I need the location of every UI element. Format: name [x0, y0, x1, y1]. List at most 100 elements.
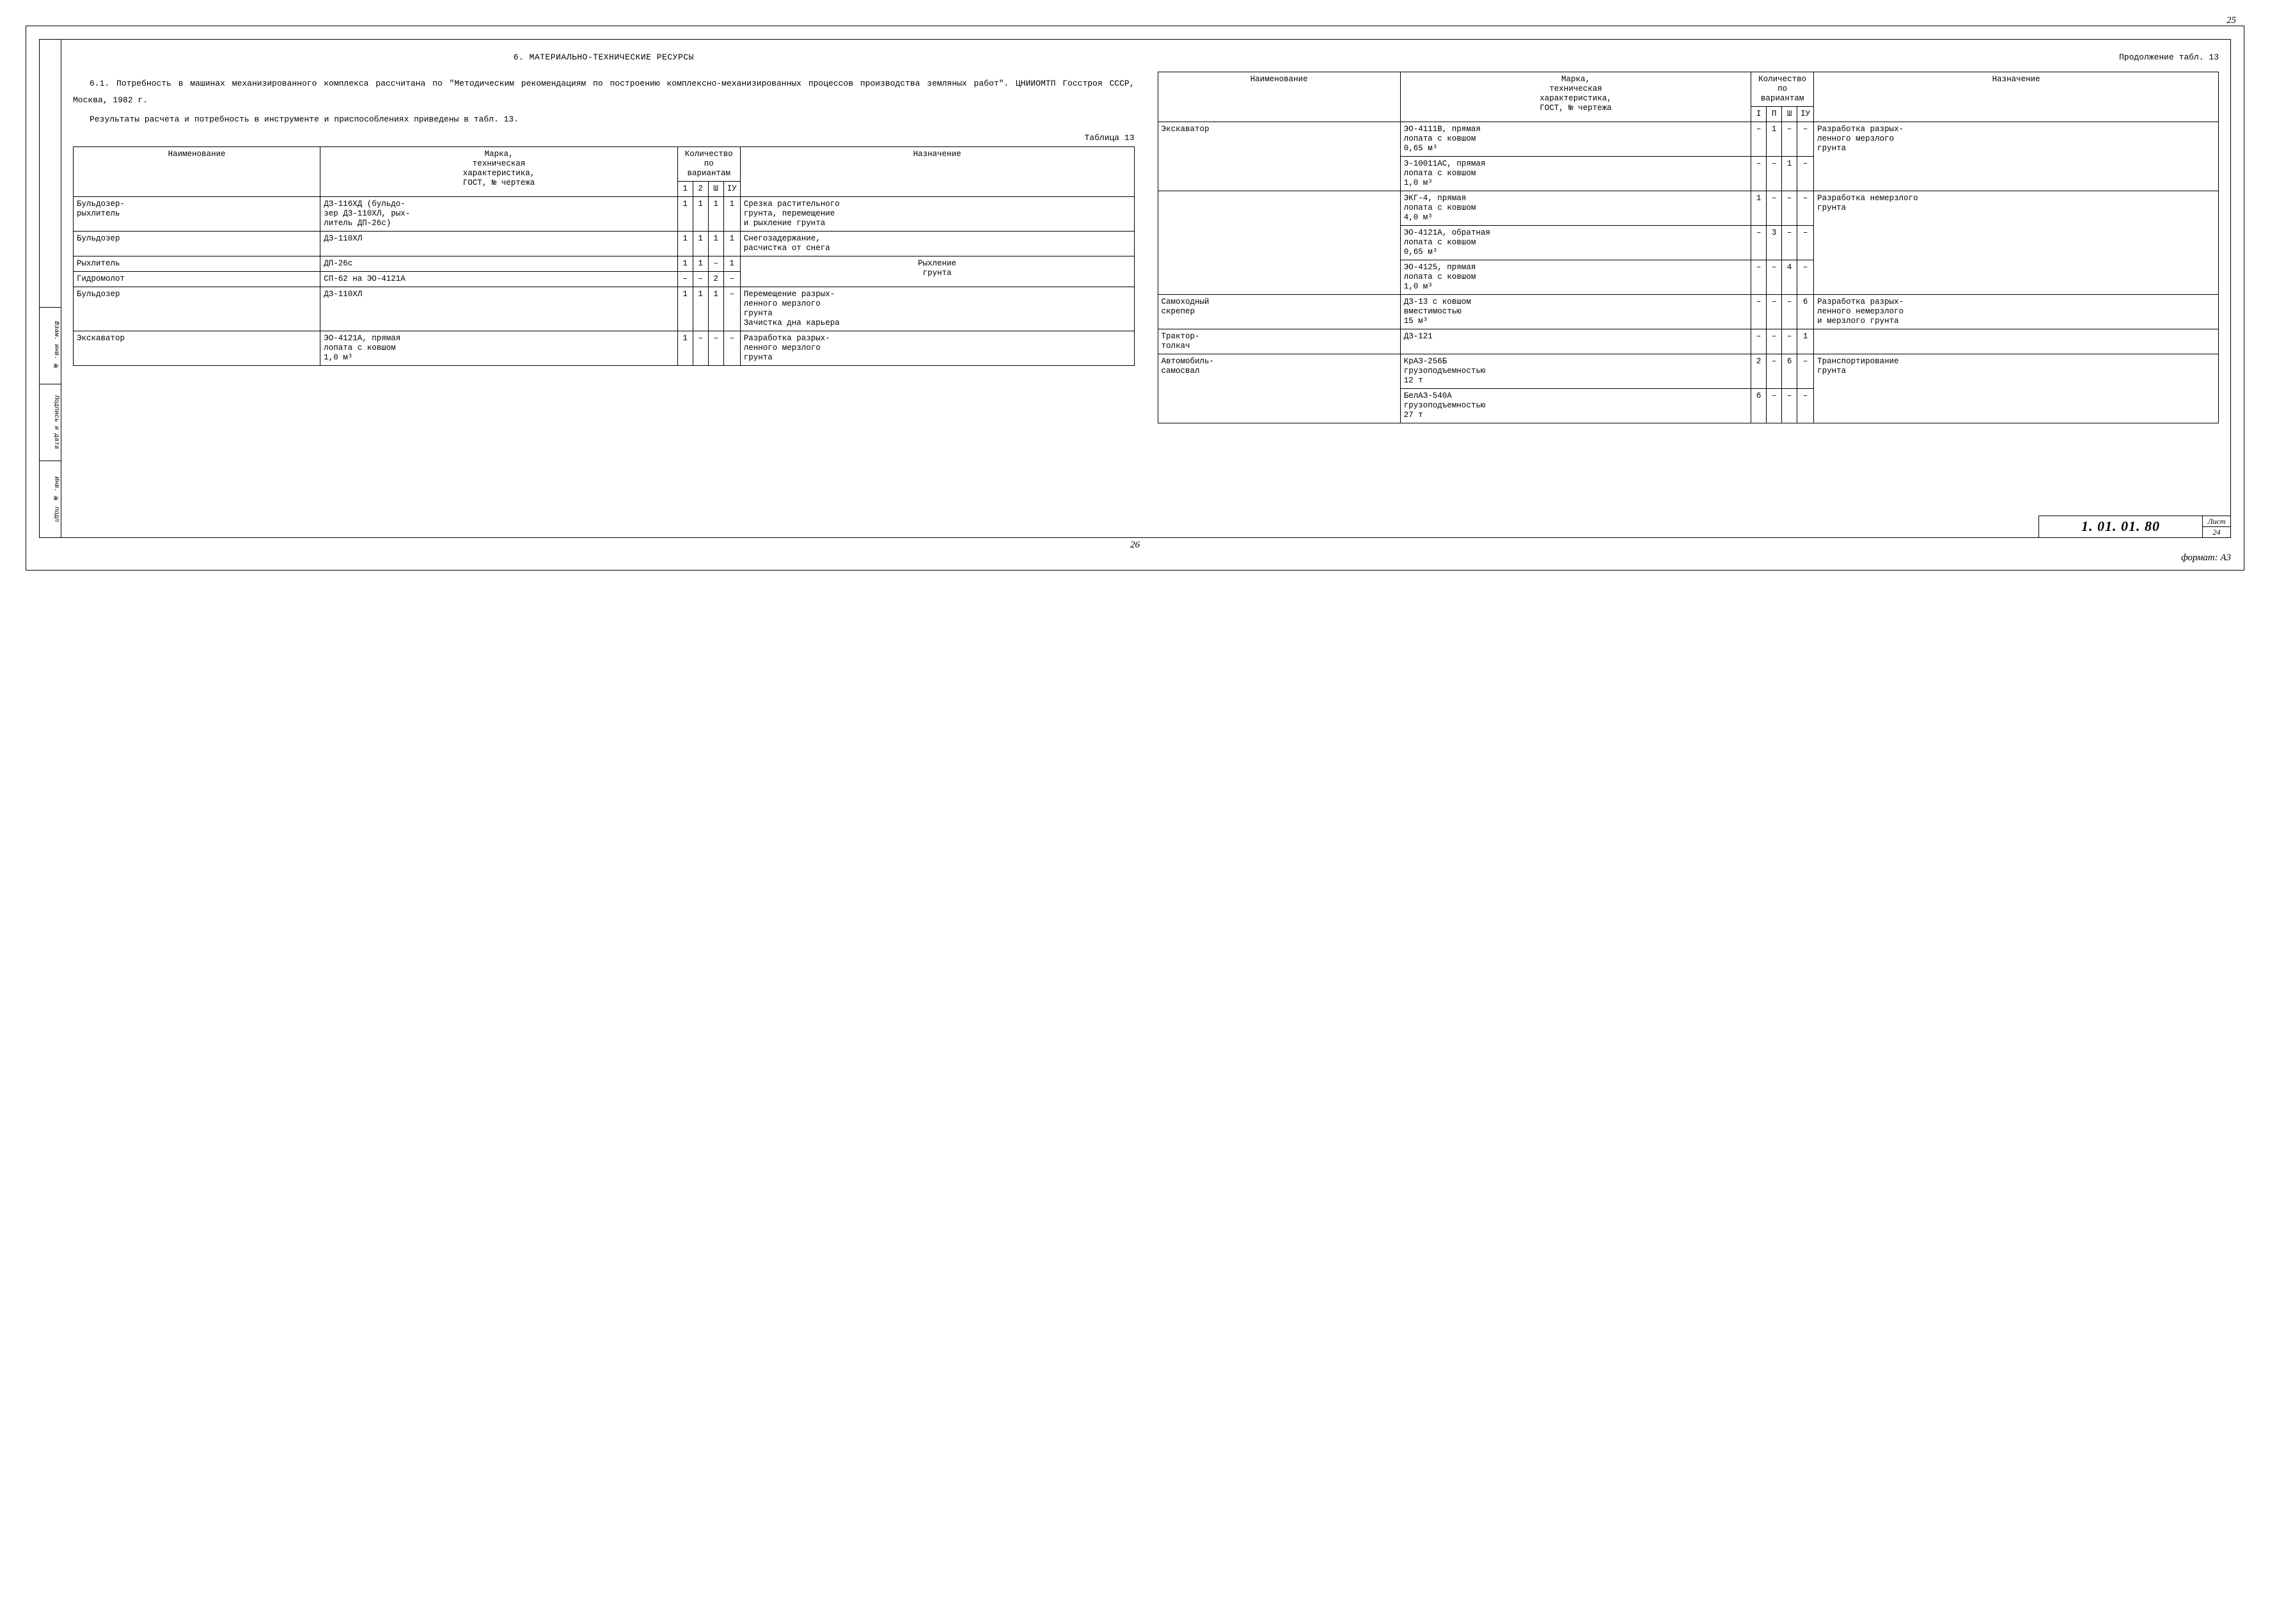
cell-qty: – — [1767, 354, 1782, 388]
cell-qty: 2 — [708, 272, 723, 287]
table-13-left: Наименование Марка, техническая характер… — [73, 146, 1135, 366]
col-name: Наименование — [74, 147, 320, 197]
cell-qty: – — [1767, 156, 1782, 191]
cell-name: Бульдозер — [74, 232, 320, 256]
table-head: Наименование Марка, техническая характер… — [74, 147, 1135, 197]
cell-qty: 1 — [693, 256, 708, 272]
cell-name: Экскаватор — [74, 331, 320, 366]
table-body: ЭкскаваторЭО-4111В, прямая лопата с ковш… — [1158, 122, 2219, 423]
table-head: Наименование Марка, техническая характер… — [1158, 72, 2219, 122]
cell-qty: – — [1782, 294, 1797, 329]
cell-qty: 1 — [708, 287, 723, 331]
cell-spec: КрАЗ-256Б грузоподъемностью 12 т — [1400, 354, 1751, 388]
cell-qty: 1 — [677, 331, 693, 366]
cell-qty: 1 — [677, 232, 693, 256]
sheet-label: Лист — [2203, 516, 2230, 527]
cell-qty: – — [1751, 122, 1767, 156]
cell-qty: 1 — [723, 232, 740, 256]
cell-qty: – — [1782, 225, 1797, 260]
cell-purpose: Разработка разрых- ленного немерзлого и … — [1814, 294, 2219, 329]
cell-qty: 1 — [693, 232, 708, 256]
table-row: Автомобиль- самосвалКрАЗ-256Б грузоподъе… — [1158, 354, 2219, 388]
cell-name: Гидромолот — [74, 272, 320, 287]
cell-qty: 1 — [677, 287, 693, 331]
cell-qty: – — [1782, 329, 1797, 354]
cell-spec: Э-10011АС, прямая лопата с ковшом 1,0 м³ — [1400, 156, 1751, 191]
sheet-box: Лист 24 — [2202, 516, 2230, 537]
col-v2: 2 — [693, 182, 708, 197]
format-label: формат: А3 — [39, 552, 2231, 564]
cell-qty: – — [1751, 329, 1767, 354]
cell-qty: – — [723, 331, 740, 366]
cell-qty: – — [677, 272, 693, 287]
stub-cell: Взам. инв. № — [40, 307, 61, 384]
cell-name: Автомобиль- самосвал — [1158, 354, 1400, 423]
document-code: 1. 01. 01. 80 — [2039, 516, 2202, 537]
cell-qty: – — [723, 272, 740, 287]
paragraph-1: 6.1. Потребность в машинах механизирован… — [73, 75, 1135, 109]
cell-spec: ЭО-4111В, прямая лопата с ковшом 0,65 м³ — [1400, 122, 1751, 156]
cell-qty: – — [1751, 225, 1767, 260]
sheet-number: 24 — [2203, 527, 2230, 537]
table-body: Бульдозер- рыхлительДЗ-116ХД (бульдо- зе… — [74, 197, 1135, 366]
cell-qty: – — [1797, 260, 1814, 294]
cell-name: Самоходный скрепер — [1158, 294, 1400, 329]
page-number-top: 25 — [2227, 15, 2236, 26]
section-title: 6. МАТЕРИАЛЬНО-ТЕХНИЧЕСКИЕ РЕСУРСЫ — [73, 52, 1135, 63]
cell-purpose: Разработка разрых- ленного мерзлого грун… — [1814, 122, 2219, 191]
cell-spec: ЭКГ-4, прямая лопата с ковшом 4,0 м³ — [1400, 191, 1751, 225]
cell-purpose: Разработка разрых- ленного мерзлого грун… — [740, 331, 1134, 366]
cell-qty: 1 — [708, 197, 723, 232]
table-row: Самоходный скреперДЗ-13 с ковшом вместим… — [1158, 294, 2219, 329]
cell-purpose: Срезка растительного грунта, перемещение… — [740, 197, 1134, 232]
col-v4: IУ — [723, 182, 740, 197]
cell-qty: – — [1767, 294, 1782, 329]
cell-purpose: Рыхление грунта — [740, 256, 1134, 287]
cell-spec: ЭО-4121А, обратная лопата с ковшом 0,65 … — [1400, 225, 1751, 260]
table-row: Бульдозер- рыхлительДЗ-116ХД (бульдо- зе… — [74, 197, 1135, 232]
cell-qty: – — [1751, 156, 1767, 191]
cell-qty: 6 — [1751, 388, 1767, 423]
cell-name: Бульдозер — [74, 287, 320, 331]
cell-name: Экскаватор — [1158, 122, 1400, 191]
cell-qty: – — [1782, 191, 1797, 225]
cell-qty: 1 — [677, 197, 693, 232]
cell-qty: – — [1797, 225, 1814, 260]
cell-spec: ДЗ-121 — [1400, 329, 1751, 354]
page-outer-frame: 25 Взам. инв. № Подпись и дата Инв. № по… — [26, 26, 2244, 571]
cell-purpose: Разработка немерзлого грунта — [1814, 191, 2219, 294]
cell-qty: – — [1767, 329, 1782, 354]
cell-spec: ДЗ-110ХЛ — [320, 232, 677, 256]
cell-qty: 1 — [1767, 122, 1782, 156]
page-inner-frame: Взам. инв. № Подпись и дата Инв. № подп … — [39, 39, 2231, 538]
left-column: 6. МАТЕРИАЛЬНО-ТЕХНИЧЕСКИЕ РЕСУРСЫ 6.1. … — [61, 40, 1146, 537]
col-v2: П — [1767, 106, 1782, 122]
cell-qty: 1 — [677, 256, 693, 272]
content-columns: 6. МАТЕРИАЛЬНО-ТЕХНИЧЕСКИЕ РЕСУРСЫ 6.1. … — [61, 40, 2230, 537]
cell-qty: – — [1797, 122, 1814, 156]
cell-qty: 1 — [708, 232, 723, 256]
cell-name: Рыхлитель — [74, 256, 320, 272]
col-v1: I — [1751, 106, 1767, 122]
cell-spec: ДЗ-13 с ковшом вместимостью 15 м³ — [1400, 294, 1751, 329]
binding-stub: Взам. инв. № Подпись и дата Инв. № подп — [40, 40, 61, 537]
table-caption: Таблица 13 — [73, 133, 1135, 143]
cell-qty: – — [1797, 191, 1814, 225]
cell-qty: 1 — [723, 256, 740, 272]
col-purpose: Назначение — [1814, 72, 2219, 122]
table-13-right: Наименование Марка, техническая характер… — [1158, 72, 2219, 423]
cell-qty: – — [1767, 260, 1782, 294]
cell-qty: 6 — [1797, 294, 1814, 329]
cell-qty: – — [1751, 260, 1767, 294]
cell-name: Бульдозер- рыхлитель — [74, 197, 320, 232]
table-row: ЭКГ-4, прямая лопата с ковшом 4,0 м³1–––… — [1158, 191, 2219, 225]
col-spec: Марка, техническая характеристика, ГОСТ,… — [1400, 72, 1751, 122]
cell-spec: ДЗ-116ХД (бульдо- зер ДЗ-110ХЛ, рых- лит… — [320, 197, 677, 232]
cell-spec: СП-62 на ЭО-4121А — [320, 272, 677, 287]
table-row: БульдозерДЗ-110ХЛ1111Снегозадержание, ра… — [74, 232, 1135, 256]
cell-purpose — [1814, 329, 2219, 354]
cell-qty: 1 — [1751, 191, 1767, 225]
col-spec: Марка, техническая характеристика, ГОСТ,… — [320, 147, 677, 197]
cell-name — [1158, 191, 1400, 294]
cell-qty: – — [1767, 388, 1782, 423]
